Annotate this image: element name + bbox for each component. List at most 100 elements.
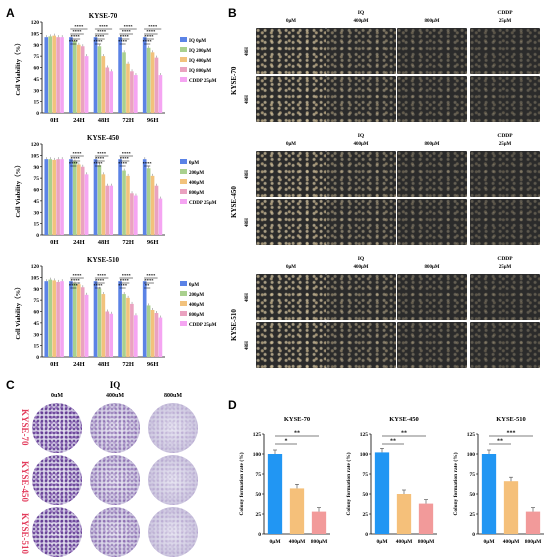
y-tick-label: 0 [365, 532, 368, 538]
bar [69, 281, 73, 357]
significance-label: **** [146, 29, 156, 34]
legend-label: IQ 400μM [189, 59, 211, 64]
x-tick-label: 48H [98, 117, 110, 124]
y-tick-label: 75 [34, 54, 40, 60]
bar [154, 313, 159, 357]
microscopy-image [470, 28, 540, 74]
microscopy-image [470, 76, 540, 122]
panel-label-c: C [6, 378, 15, 392]
x-tick-label: 0H [50, 361, 58, 368]
time-label: 48H [245, 218, 250, 227]
significance-label: **** [95, 278, 105, 283]
y-tick-label: 75 [470, 472, 476, 478]
bar [150, 175, 155, 235]
bar [374, 452, 390, 534]
y-tick-label: 120 [31, 264, 40, 270]
x-tick-label: 800μM [311, 539, 328, 545]
legend-swatch [180, 301, 187, 306]
significance-label: **** [99, 24, 109, 29]
cell-line-label: KYSE-70 [230, 66, 238, 95]
bar [93, 37, 98, 113]
x-tick-label: 0H [50, 239, 58, 246]
microscopy-image [470, 274, 540, 320]
legend-label: 800μM [189, 313, 204, 318]
microscopy-image [397, 199, 467, 245]
iq-header: IQ [109, 380, 121, 390]
dose-label: 0uM [51, 393, 63, 399]
y-tick-label: 25 [363, 512, 369, 518]
time-label: 48H [245, 293, 250, 302]
y-tick-label: 0 [36, 111, 39, 117]
microscopy-image [326, 199, 396, 245]
bar [56, 159, 60, 235]
y-tick-label: 75 [363, 472, 369, 478]
chart-title: KYSE-510 [496, 416, 526, 423]
bar [76, 164, 81, 235]
bar [52, 159, 56, 235]
y-tick-label: 0 [472, 532, 475, 538]
significance-label: **** [120, 156, 130, 161]
legend-swatch [180, 77, 187, 82]
time-label: 48H [245, 170, 250, 179]
bar [118, 159, 122, 235]
dose-label: 800uM [164, 393, 182, 399]
cddp-header: CDDP [497, 133, 513, 139]
significance-label: **** [124, 24, 134, 29]
bar [122, 170, 126, 235]
dose-label: 800μM [424, 19, 440, 24]
bar [118, 37, 122, 113]
colony-plate [148, 403, 198, 453]
y-tick-label: 120 [31, 142, 40, 148]
bar [105, 185, 110, 235]
x-tick-label: 400μM [396, 539, 413, 545]
microscopy-image [326, 274, 396, 320]
bar [93, 159, 98, 235]
y-tick-label: 0 [36, 355, 39, 361]
significance-label: **** [73, 151, 83, 156]
viability-chart-kyse450: KYSE-450 Cell Viability（%） 0 15 30 45 60 75 90 10… [14, 134, 217, 246]
legend-swatch [180, 311, 187, 316]
chart-title: KYSE-450 [389, 416, 419, 423]
significance-label: **** [122, 151, 132, 156]
microscopy-image [256, 151, 326, 197]
bar [130, 303, 134, 357]
y-axis-label: Colony formation rate (%) [345, 452, 352, 515]
bar [105, 311, 110, 357]
y-tick-label: 50 [256, 492, 262, 498]
significance-label: **** [148, 24, 158, 29]
legend-swatch [180, 67, 187, 72]
x-tick-label: 400μM [289, 539, 306, 545]
significance-label: **** [118, 39, 128, 44]
y-axis-label: Colony formation rate (%) [452, 452, 459, 515]
legend-swatch [180, 199, 187, 204]
colony-plate [90, 403, 140, 453]
iq-header: IQ [357, 10, 365, 16]
cell-line-label: KYSE-450 [20, 461, 30, 503]
bar [134, 75, 138, 113]
bar [101, 56, 106, 113]
iq-header: IQ [357, 133, 365, 139]
significance-label: **** [95, 34, 105, 39]
dose-label: 25μM [498, 19, 512, 24]
bar [69, 159, 73, 235]
y-tick-label: 30 [34, 88, 40, 94]
bar [109, 185, 114, 235]
y-tick-label: 100 [360, 452, 369, 458]
x-tick-label: 24H [73, 361, 85, 368]
chart-title: KYSE-70 [89, 12, 118, 20]
significance-label: **** [145, 34, 155, 39]
bar [146, 305, 151, 357]
y-tick-label: 45 [34, 199, 40, 205]
bar [158, 317, 163, 357]
bar [525, 511, 541, 534]
dose-label: 400μM [353, 265, 369, 270]
significance-label: **** [93, 283, 103, 288]
y-axis-label: Colony formation rate (%) [238, 452, 245, 515]
bar [142, 281, 147, 357]
bar [126, 297, 130, 357]
colony-plate [32, 507, 82, 557]
cddp-header: CDDP [497, 10, 513, 16]
cell-line-label: KYSE-450 [230, 186, 238, 218]
significance-label: **** [97, 29, 107, 34]
bar [52, 280, 56, 357]
